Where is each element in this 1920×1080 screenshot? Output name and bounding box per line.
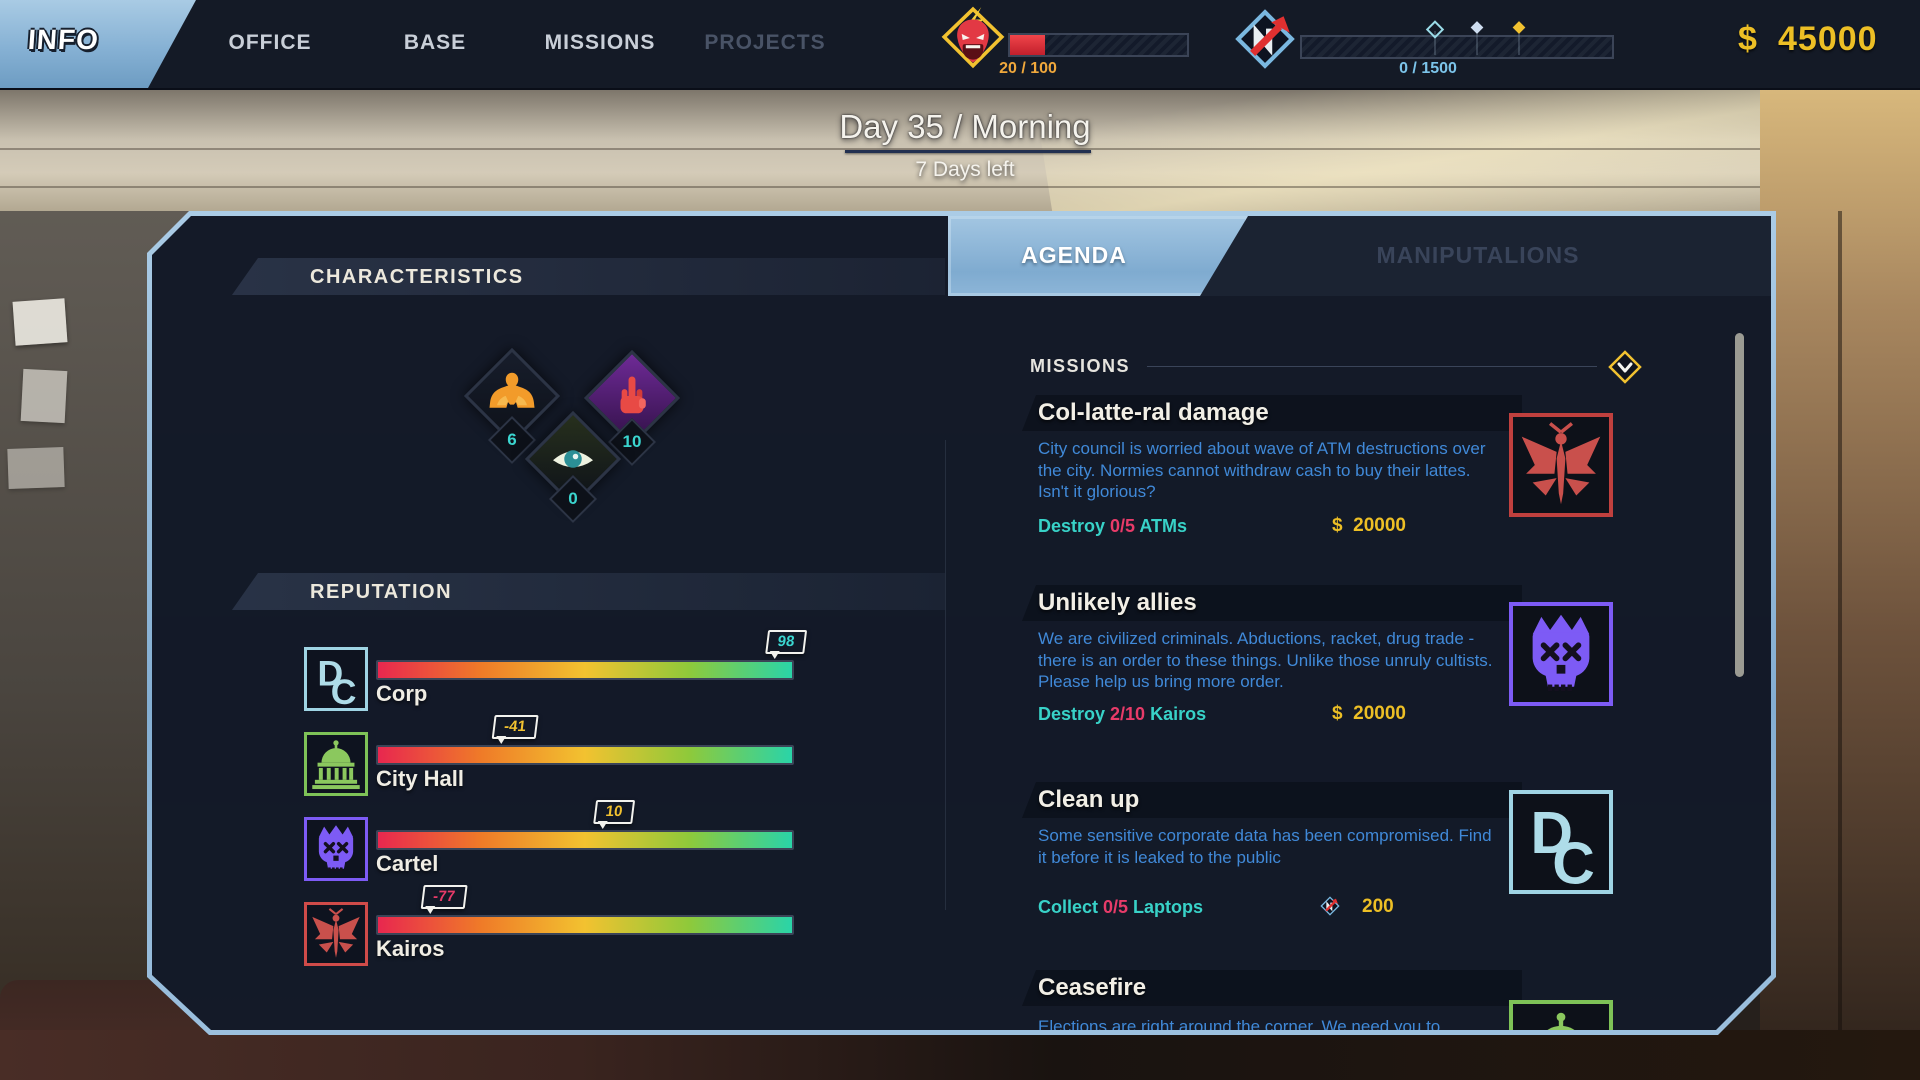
svg-text:D: D [318, 654, 344, 694]
missions-section-line [1147, 366, 1597, 367]
influence-icon [1320, 896, 1340, 916]
reputation-value-city-hall: -41 [491, 715, 538, 739]
svg-text:C: C [1552, 831, 1595, 890]
faction-name: Kairos [376, 936, 445, 961]
eye-icon [548, 434, 598, 484]
day-banner-title: Day 35 / Morning [839, 108, 1091, 145]
missions-section-label: MISSIONS [1030, 356, 1131, 376]
milestone-marker [1512, 21, 1526, 34]
ceiling-line [0, 186, 1920, 188]
mission-description: Some sensitive corporate data has been c… [1038, 826, 1492, 867]
mission-objective: Destroy 2/10 Kairos [1038, 704, 1207, 724]
marker-stem [1476, 31, 1478, 55]
kairos-wings-icon [304, 902, 368, 966]
threat-meter-label: 20 / 100 [999, 60, 1057, 77]
mission-title-band [1022, 782, 1522, 818]
panel-divider [945, 440, 946, 910]
reputation-bar-kairos: -77 [376, 915, 794, 935]
cartel-skull-icon [1509, 602, 1613, 706]
mission-reward: 200 [1362, 896, 1394, 917]
reputation-header-band: REPUTATION [232, 573, 945, 610]
demon-face-icon [941, 6, 1005, 69]
ceiling-line [0, 148, 1920, 150]
tab-base[interactable]: BASE [403, 31, 467, 54]
mission-title-band [1022, 970, 1522, 1006]
mission-reward: $ 20000 [1332, 515, 1406, 536]
tab-agenda[interactable]: AGENDA [948, 216, 1248, 296]
faction-name: City Hall [376, 766, 465, 791]
svg-text:D: D [1530, 801, 1573, 866]
trend-up-icon [1235, 9, 1295, 69]
influence-meter-bar [1300, 20, 1614, 59]
reputation-value-cartel: 10 [593, 800, 635, 824]
stat-value-perception: 0 [568, 489, 578, 508]
cartel-skull-icon [304, 817, 368, 881]
threat-meter-bar [1008, 33, 1189, 57]
milestone-marker [1470, 21, 1484, 34]
tab-agenda-label: AGENDA [1021, 242, 1127, 268]
mission-reward: $ 20000 [1332, 703, 1406, 724]
info-panel-body: CHARACTERISTICS 6 10 [152, 216, 1771, 1030]
missions-filter-icon[interactable] [1608, 350, 1642, 384]
mission-description: We are civilized criminals. Abductions, … [1038, 629, 1493, 691]
reputation-value-corp: 98 [765, 630, 807, 654]
wall-corner [1838, 211, 1842, 1031]
faction-name: Corp [376, 681, 428, 706]
threat-meter-fill [1010, 35, 1046, 55]
tab-manipulations[interactable]: MANIPUTALIONS [1376, 242, 1580, 268]
reputation-bar-corp: 98 [376, 660, 794, 680]
faction-name: Cartel [376, 851, 439, 876]
tab-projects[interactable]: PROJECTS [704, 31, 826, 54]
stat-value-strength: 6 [507, 430, 517, 449]
mission-title: Unlikely allies [1038, 589, 1197, 616]
reputation-bar-cartel: 10 [376, 830, 794, 850]
picture-frame [7, 447, 65, 489]
city-hall-icon [304, 732, 368, 796]
characteristics-header-band: CHARACTERISTICS [232, 258, 945, 295]
mission-title: Clean up [1038, 786, 1140, 813]
money-amount: 45000 [1778, 20, 1878, 58]
dollar-icon: $ [1332, 515, 1343, 536]
svg-text:C: C [331, 672, 357, 708]
tab-missions[interactable]: MISSIONS [544, 31, 656, 54]
day-banner-underline [845, 150, 1091, 153]
milestone-marker [1426, 20, 1445, 39]
agenda-tab-row: AGENDA MANIPUTALIONS [948, 216, 1771, 296]
mission-description: Elections are right around the corner. W… [1038, 1017, 1441, 1036]
tab-office[interactable]: OFFICE [228, 31, 312, 54]
marker-stem [1518, 31, 1520, 55]
influence-meter-label: 0 / 1500 [1399, 60, 1457, 77]
agenda-scrollbar[interactable] [1735, 333, 1744, 677]
mission-objective: Collect 0/5 Laptops [1038, 897, 1204, 917]
picture-frame [12, 298, 68, 346]
mission-title: Col-latte-ral damage [1038, 399, 1269, 426]
stat-value-insolence: 10 [622, 432, 642, 451]
day-banner-subtitle: 7 Days left [915, 158, 1015, 181]
mission-title-band [1022, 585, 1522, 621]
dollar-icon: $ [1332, 703, 1343, 724]
marker-stem [1434, 31, 1436, 55]
characteristics-header: CHARACTERISTICS [310, 266, 524, 288]
info-panel: CHARACTERISTICS 6 10 [147, 211, 1776, 1035]
tab-info-label: INFO [26, 24, 101, 55]
mission-objective: Destroy 0/5 ATMs [1038, 516, 1188, 536]
middle-finger-icon [609, 373, 655, 419]
mission-title: Ceasefire [1038, 974, 1147, 1001]
reputation-bar-city-hall: -41 [376, 745, 794, 765]
floor [0, 1030, 1920, 1080]
reputation-header: REPUTATION [310, 581, 453, 603]
top-nav: INFO OFFICE BASE MISSIONS PROJECTS 20 / … [0, 0, 1920, 90]
money-currency-icon: $ [1738, 20, 1758, 58]
kairos-wings-icon [1509, 413, 1613, 517]
reputation-value-kairos: -77 [421, 885, 468, 909]
muscle-icon [487, 369, 537, 419]
mission-description: City council is worried about wave of AT… [1038, 439, 1486, 501]
mission-title-band [1022, 395, 1522, 431]
picture-frame [20, 368, 68, 424]
